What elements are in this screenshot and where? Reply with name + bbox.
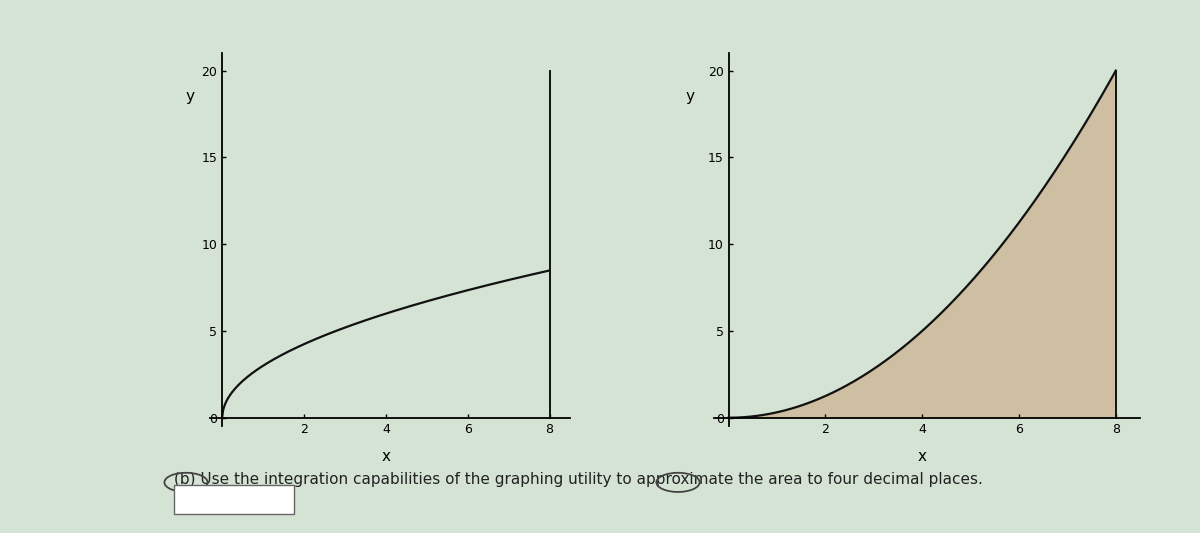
Text: y: y (185, 89, 194, 104)
Text: x: x (382, 449, 390, 464)
Text: x: x (918, 449, 926, 464)
Text: y: y (685, 89, 695, 104)
Text: (b) Use the integration capabilities of the graphing utility to approximate the : (b) Use the integration capabilities of … (174, 472, 983, 487)
